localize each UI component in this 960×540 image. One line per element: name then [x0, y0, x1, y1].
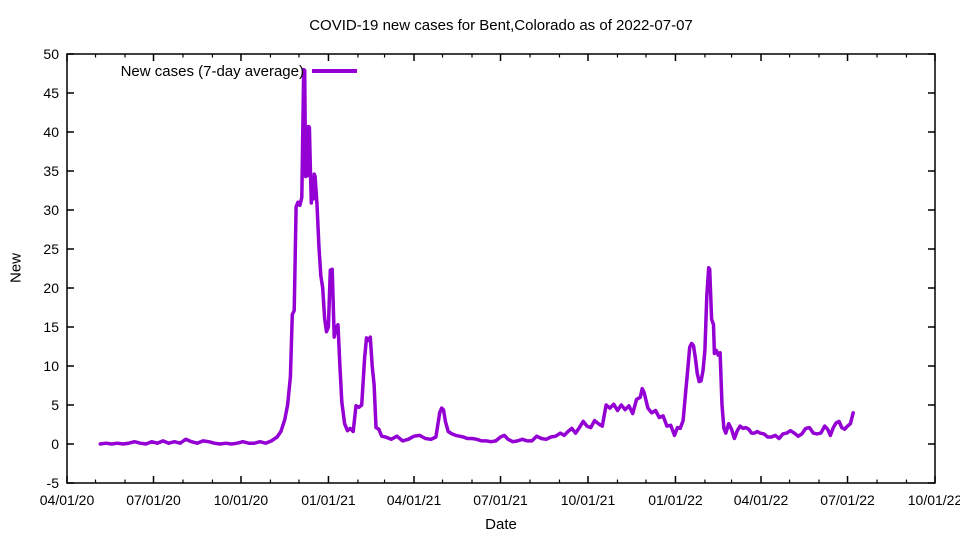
x-tick-label: 10/01/21	[561, 492, 616, 508]
x-axis-label: Date	[485, 516, 517, 533]
legend: New cases (7-day average)	[121, 62, 357, 80]
x-tick-label: 04/01/22	[734, 492, 789, 508]
x-tick-label: 07/01/20	[126, 492, 181, 508]
y-tick-label: 20	[43, 280, 59, 296]
x-tick-label: 10/01/20	[214, 492, 269, 508]
x-tick-label: 04/01/20	[40, 492, 95, 508]
x-tick-label: 10/01/22	[908, 492, 960, 508]
y-tick-label: 0	[51, 436, 59, 452]
data-line	[98, 67, 855, 446]
y-tick-label: 10	[43, 358, 59, 374]
legend-label: New cases (7-day average)	[120, 62, 304, 80]
y-tick-label: 40	[43, 124, 59, 140]
x-tick-label: 01/01/22	[648, 492, 703, 508]
y-tick-label: 50	[43, 46, 59, 62]
y-axis-label: New	[7, 252, 25, 284]
y-tick-label: 25	[43, 241, 59, 257]
y-tick-label: 5	[51, 397, 59, 413]
x-tick-label: 01/01/21	[301, 492, 356, 508]
x-tick-label: 07/01/21	[473, 492, 528, 508]
x-tick-label: 07/01/22	[820, 492, 875, 508]
y-tick-label: 45	[43, 85, 59, 101]
chart-title: COVID-19 new cases for Bent,Colorado as …	[309, 17, 693, 34]
legend-line-sample-icon	[312, 69, 357, 73]
y-tick-label: 30	[43, 202, 59, 218]
x-tick-label: 04/01/21	[387, 492, 442, 508]
y-tick-label: 15	[43, 319, 59, 335]
y-tick-label: 35	[43, 163, 59, 179]
y-tick-label: -5	[47, 475, 60, 491]
plot-border	[66, 53, 936, 484]
